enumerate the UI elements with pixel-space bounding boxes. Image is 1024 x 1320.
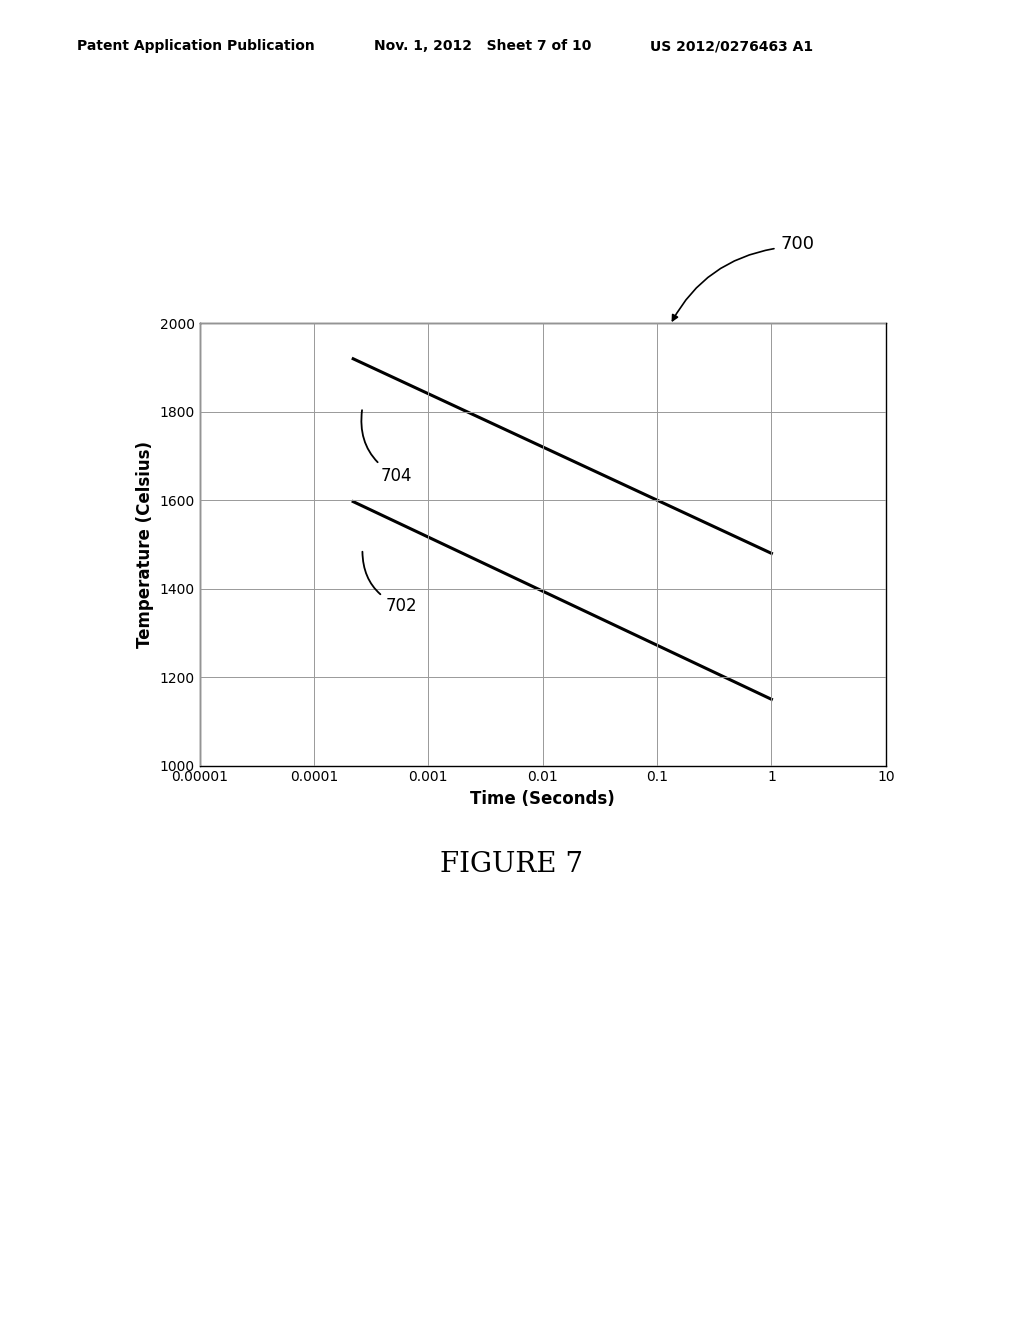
Text: 700: 700 bbox=[781, 235, 815, 253]
X-axis label: Time (Seconds): Time (Seconds) bbox=[470, 789, 615, 808]
Text: 704: 704 bbox=[361, 411, 412, 484]
Y-axis label: Temperature (Celsius): Temperature (Celsius) bbox=[136, 441, 154, 648]
Text: 702: 702 bbox=[362, 552, 417, 615]
Text: Patent Application Publication: Patent Application Publication bbox=[77, 40, 314, 53]
Text: FIGURE 7: FIGURE 7 bbox=[440, 851, 584, 878]
Text: Nov. 1, 2012   Sheet 7 of 10: Nov. 1, 2012 Sheet 7 of 10 bbox=[374, 40, 591, 53]
Text: US 2012/0276463 A1: US 2012/0276463 A1 bbox=[650, 40, 813, 53]
